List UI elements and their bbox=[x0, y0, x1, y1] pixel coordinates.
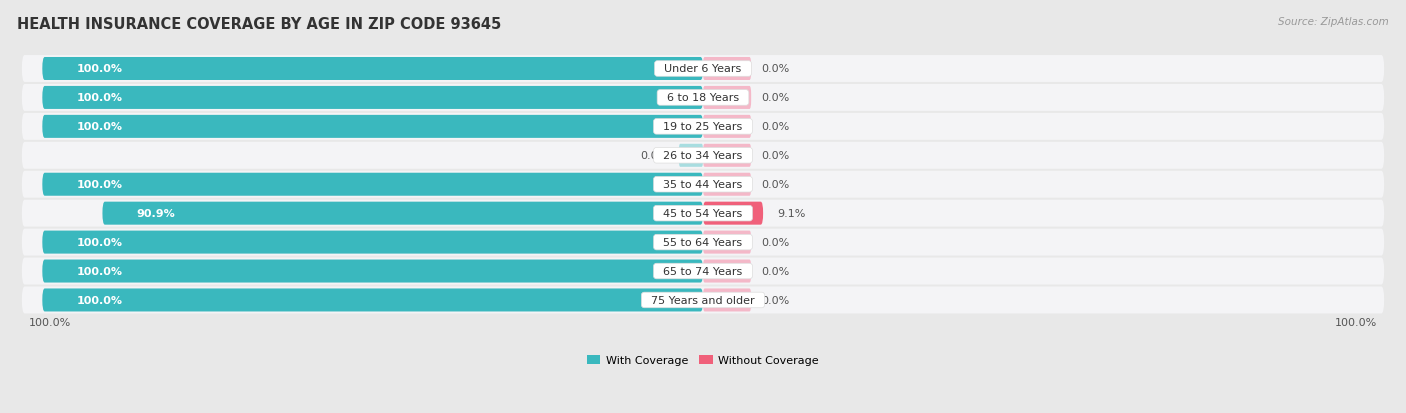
Text: 100.0%: 100.0% bbox=[77, 237, 122, 247]
Text: 26 to 34 Years: 26 to 34 Years bbox=[657, 151, 749, 161]
FancyBboxPatch shape bbox=[22, 171, 1384, 198]
FancyBboxPatch shape bbox=[42, 260, 703, 283]
Text: 100.0%: 100.0% bbox=[28, 317, 72, 327]
Text: 0.0%: 0.0% bbox=[762, 64, 790, 74]
Text: 100.0%: 100.0% bbox=[77, 122, 122, 132]
Text: 100.0%: 100.0% bbox=[77, 93, 122, 103]
Text: Under 6 Years: Under 6 Years bbox=[658, 64, 748, 74]
FancyBboxPatch shape bbox=[42, 87, 703, 110]
FancyBboxPatch shape bbox=[703, 116, 751, 138]
FancyBboxPatch shape bbox=[42, 289, 703, 312]
Text: 100.0%: 100.0% bbox=[77, 180, 122, 190]
Text: 45 to 54 Years: 45 to 54 Years bbox=[657, 209, 749, 218]
FancyBboxPatch shape bbox=[703, 145, 751, 167]
FancyBboxPatch shape bbox=[103, 202, 703, 225]
Text: 0.0%: 0.0% bbox=[762, 266, 790, 276]
Text: 90.9%: 90.9% bbox=[136, 209, 176, 218]
FancyBboxPatch shape bbox=[22, 142, 1384, 169]
FancyBboxPatch shape bbox=[22, 200, 1384, 227]
Text: 100.0%: 100.0% bbox=[1334, 317, 1378, 327]
Text: 0.0%: 0.0% bbox=[762, 122, 790, 132]
FancyBboxPatch shape bbox=[42, 58, 703, 81]
Text: 55 to 64 Years: 55 to 64 Years bbox=[657, 237, 749, 247]
Legend: With Coverage, Without Coverage: With Coverage, Without Coverage bbox=[588, 355, 818, 365]
FancyBboxPatch shape bbox=[22, 229, 1384, 256]
FancyBboxPatch shape bbox=[22, 56, 1384, 83]
FancyBboxPatch shape bbox=[22, 258, 1384, 285]
FancyBboxPatch shape bbox=[703, 87, 751, 110]
Text: 100.0%: 100.0% bbox=[77, 295, 122, 305]
Text: 0.0%: 0.0% bbox=[762, 151, 790, 161]
FancyBboxPatch shape bbox=[22, 85, 1384, 112]
Text: 6 to 18 Years: 6 to 18 Years bbox=[659, 93, 747, 103]
Text: 9.1%: 9.1% bbox=[778, 209, 806, 218]
Text: 75 Years and older: 75 Years and older bbox=[644, 295, 762, 305]
FancyBboxPatch shape bbox=[42, 231, 703, 254]
FancyBboxPatch shape bbox=[42, 116, 703, 138]
Text: 100.0%: 100.0% bbox=[77, 266, 122, 276]
FancyBboxPatch shape bbox=[703, 173, 751, 196]
FancyBboxPatch shape bbox=[22, 287, 1384, 314]
FancyBboxPatch shape bbox=[703, 260, 751, 283]
Text: 0.0%: 0.0% bbox=[762, 93, 790, 103]
Text: 100.0%: 100.0% bbox=[77, 64, 122, 74]
FancyBboxPatch shape bbox=[679, 145, 703, 167]
Text: 0.0%: 0.0% bbox=[640, 151, 669, 161]
FancyBboxPatch shape bbox=[703, 58, 751, 81]
FancyBboxPatch shape bbox=[703, 231, 751, 254]
Text: 65 to 74 Years: 65 to 74 Years bbox=[657, 266, 749, 276]
FancyBboxPatch shape bbox=[22, 114, 1384, 140]
Text: HEALTH INSURANCE COVERAGE BY AGE IN ZIP CODE 93645: HEALTH INSURANCE COVERAGE BY AGE IN ZIP … bbox=[17, 17, 501, 31]
FancyBboxPatch shape bbox=[703, 202, 763, 225]
FancyBboxPatch shape bbox=[42, 173, 703, 196]
Text: 0.0%: 0.0% bbox=[762, 237, 790, 247]
Text: 35 to 44 Years: 35 to 44 Years bbox=[657, 180, 749, 190]
Text: 0.0%: 0.0% bbox=[762, 295, 790, 305]
Text: Source: ZipAtlas.com: Source: ZipAtlas.com bbox=[1278, 17, 1389, 26]
Text: 0.0%: 0.0% bbox=[762, 180, 790, 190]
FancyBboxPatch shape bbox=[703, 289, 751, 312]
Text: 19 to 25 Years: 19 to 25 Years bbox=[657, 122, 749, 132]
